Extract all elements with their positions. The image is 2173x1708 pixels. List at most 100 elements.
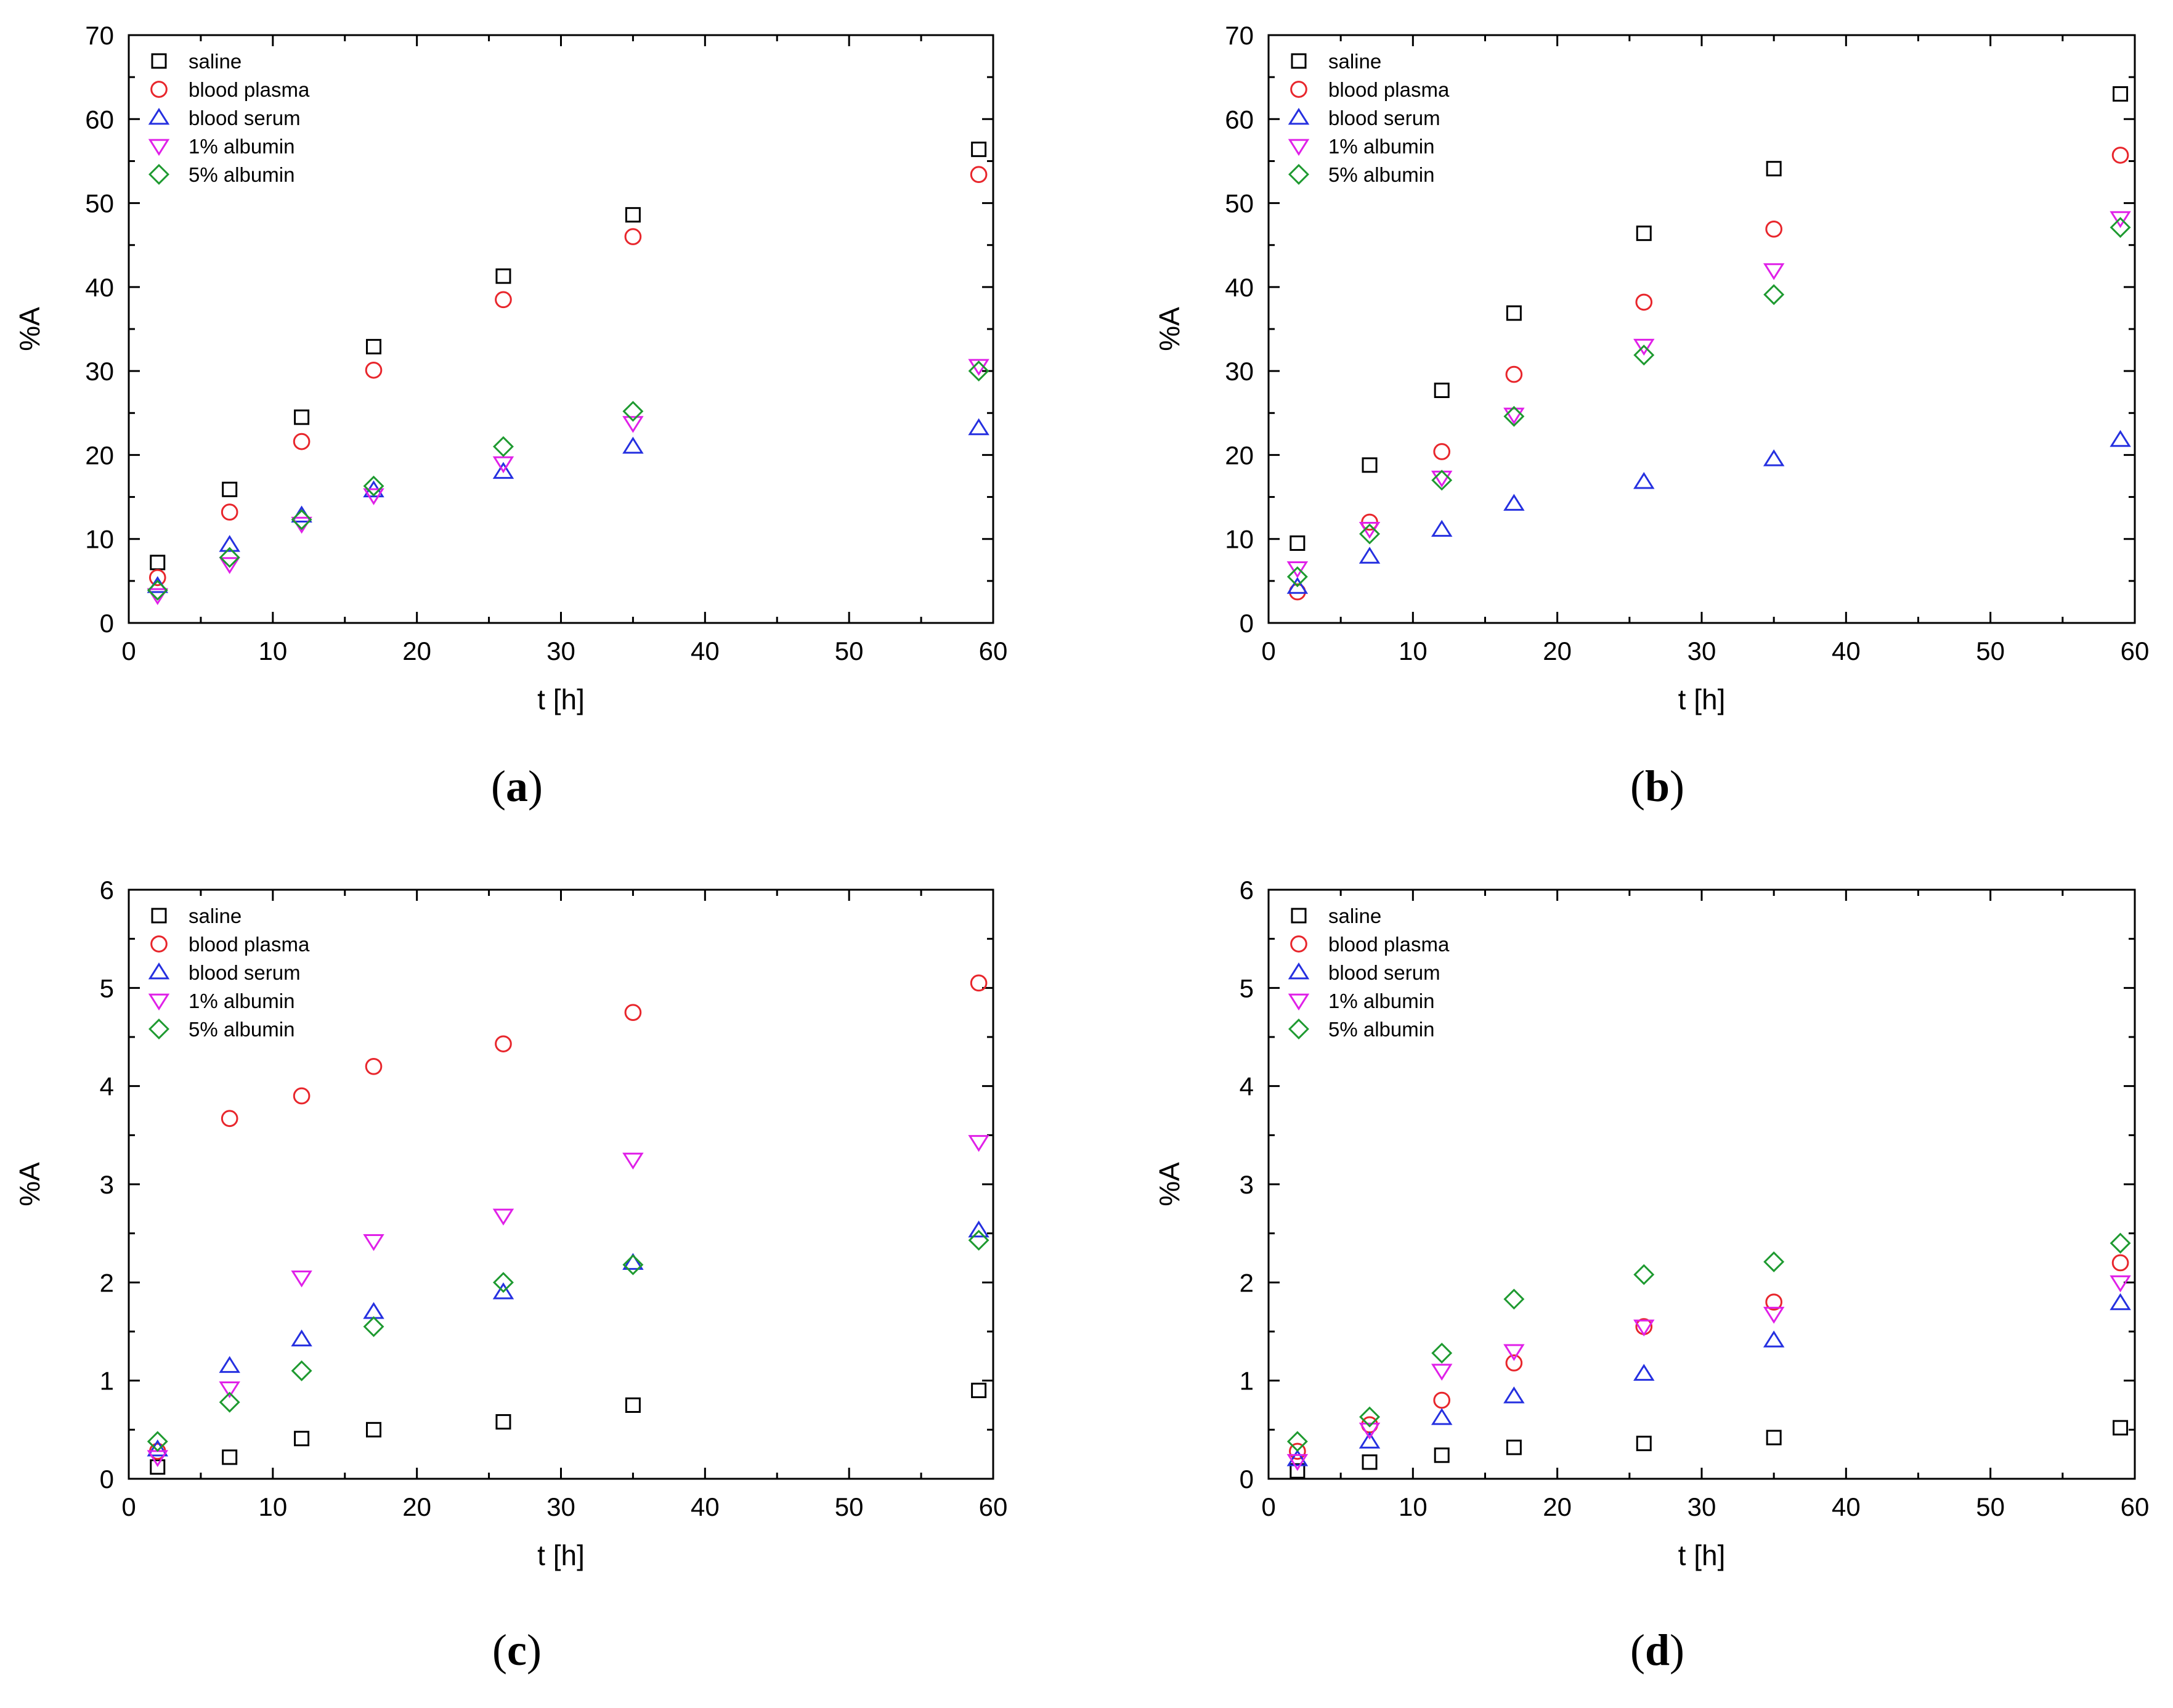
data-point-square bbox=[2113, 86, 2129, 102]
data-point-diamond bbox=[219, 547, 240, 568]
y-tick-label: 20 bbox=[1225, 441, 1254, 470]
x-tick-label: 50 bbox=[835, 636, 864, 665]
data-point-circle bbox=[970, 974, 988, 992]
data-point-triangle-up bbox=[1503, 1386, 1525, 1404]
data-point-triangle-up bbox=[1633, 472, 1655, 489]
panel-label-letter: c bbox=[507, 1625, 527, 1675]
data-point-square bbox=[1434, 382, 1450, 398]
series-albumin_5 bbox=[147, 360, 989, 601]
data-point-circle bbox=[1505, 1354, 1523, 1372]
data-point-triangle-down bbox=[492, 456, 514, 474]
data-point-circle bbox=[1433, 443, 1451, 460]
data-point-triangle-up bbox=[291, 1329, 312, 1347]
series-saline bbox=[1290, 86, 2129, 551]
panel-label-letter: d bbox=[1645, 1625, 1670, 1675]
data-point-square bbox=[1434, 1447, 1450, 1463]
legend: saline blood plasma blood serum 1% albumin 5… bbox=[148, 905, 310, 1041]
data-point-diamond bbox=[968, 1229, 989, 1251]
legend-label: 1% albumin bbox=[1328, 990, 1434, 1012]
data-point-square bbox=[294, 409, 310, 425]
legend-label: 5% albumin bbox=[189, 163, 294, 186]
series-albumin_5 bbox=[1286, 1232, 2131, 1452]
legend-label: saline bbox=[189, 905, 242, 927]
data-point-triangle-up bbox=[1431, 519, 1453, 537]
data-point-diamond bbox=[1503, 1288, 1525, 1310]
panel-label-paren: ( bbox=[492, 1625, 507, 1675]
series-blood_serum bbox=[1286, 429, 2131, 594]
data-point-triangle-down bbox=[2110, 211, 2131, 229]
legend-marker-triangle-down bbox=[148, 139, 170, 157]
data-point-triangle-down bbox=[1763, 1306, 1785, 1324]
panel-label-letter: b bbox=[1645, 762, 1670, 811]
data-point-diamond bbox=[492, 436, 514, 457]
legend-label: blood plasma bbox=[189, 933, 310, 956]
data-point-triangle-down bbox=[492, 1208, 514, 1226]
legend-marker-diamond bbox=[1288, 1019, 1309, 1039]
data-point-diamond bbox=[1359, 523, 1381, 545]
data-point-triangle-up bbox=[492, 1282, 514, 1299]
legend-marker-triangle-down bbox=[148, 993, 170, 1011]
data-point-circle bbox=[495, 1035, 512, 1052]
data-point-square bbox=[1766, 1429, 1782, 1446]
x-tick-label: 30 bbox=[1688, 1492, 1716, 1521]
x-tick-label: 20 bbox=[1543, 636, 1572, 665]
data-point-diamond bbox=[219, 1391, 240, 1413]
legend-label: saline bbox=[189, 50, 242, 73]
data-point-triangle-down bbox=[622, 416, 644, 433]
y-tick-label: 40 bbox=[85, 273, 114, 302]
data-point-circle bbox=[1765, 221, 1782, 238]
data-point-square bbox=[222, 1449, 238, 1465]
legend-label: blood serum bbox=[1328, 961, 1440, 984]
x-tick-label: 10 bbox=[258, 636, 287, 665]
y-tick-label: 4 bbox=[100, 1072, 114, 1101]
data-point-square bbox=[1290, 1463, 1306, 1479]
data-point-triangle-up bbox=[1763, 1330, 1785, 1348]
data-point-square bbox=[222, 481, 238, 497]
y-tick-label: 3 bbox=[100, 1170, 114, 1199]
data-point-diamond bbox=[291, 509, 312, 531]
data-point-triangle-up bbox=[1286, 1449, 1309, 1466]
y-tick-label: 4 bbox=[1240, 1072, 1254, 1101]
panel-label-paren: ) bbox=[528, 762, 543, 811]
y-tick-label: 70 bbox=[85, 21, 114, 50]
data-point-circle bbox=[365, 361, 383, 379]
legend-marker-triangle-down bbox=[1288, 993, 1310, 1011]
y-tick-label: 30 bbox=[1225, 357, 1254, 386]
y-tick-label: 3 bbox=[1240, 1170, 1254, 1199]
legend-marker-triangle-up bbox=[1288, 107, 1310, 125]
legend-label: blood serum bbox=[189, 107, 301, 129]
data-point-triangle-down bbox=[1431, 1364, 1453, 1381]
data-point-triangle-down bbox=[1633, 338, 1655, 356]
series-saline bbox=[150, 1383, 987, 1475]
y-axis-title: %A bbox=[1153, 307, 1185, 351]
chart-panel-c: 0 10 20 30 40 50 60 0 1 2 3 4 5 6 t [h] %A saline blood p… bbox=[14, 876, 1007, 1675]
data-point-circle bbox=[293, 1087, 311, 1105]
data-point-square bbox=[625, 207, 641, 223]
data-point-square bbox=[366, 339, 382, 355]
legend-marker-square bbox=[1291, 53, 1307, 69]
data-point-diamond bbox=[363, 475, 384, 497]
data-point-diamond bbox=[147, 579, 168, 601]
panel-label-paren: ) bbox=[527, 1625, 542, 1675]
data-point-triangle-down bbox=[219, 557, 240, 574]
data-point-circle bbox=[365, 1057, 383, 1075]
legend: saline blood plasma blood serum 1% albumin 5… bbox=[148, 50, 310, 186]
series-blood_plasma bbox=[148, 166, 988, 587]
x-tick-label: 10 bbox=[1399, 636, 1428, 665]
x-tick-label: 30 bbox=[546, 636, 575, 665]
panel-label-paren: ) bbox=[1670, 762, 1684, 811]
legend-label: saline bbox=[1328, 50, 1381, 73]
data-point-triangle-down bbox=[1503, 407, 1525, 425]
data-point-diamond bbox=[1286, 566, 1308, 588]
legend-marker-circle bbox=[150, 81, 168, 98]
legend-marker-triangle-up bbox=[1288, 962, 1310, 980]
y-tick-label: 2 bbox=[100, 1268, 114, 1297]
data-point-triangle-down bbox=[1633, 1319, 1655, 1337]
legend-label: blood plasma bbox=[1328, 78, 1450, 101]
y-tick-label: 1 bbox=[1240, 1367, 1254, 1396]
legend: saline blood plasma blood serum 1% albumin 5… bbox=[1288, 50, 1450, 186]
data-point-triangle-down bbox=[1763, 263, 1785, 280]
data-point-square bbox=[294, 1431, 310, 1447]
legend-label: 1% albumin bbox=[189, 990, 294, 1012]
